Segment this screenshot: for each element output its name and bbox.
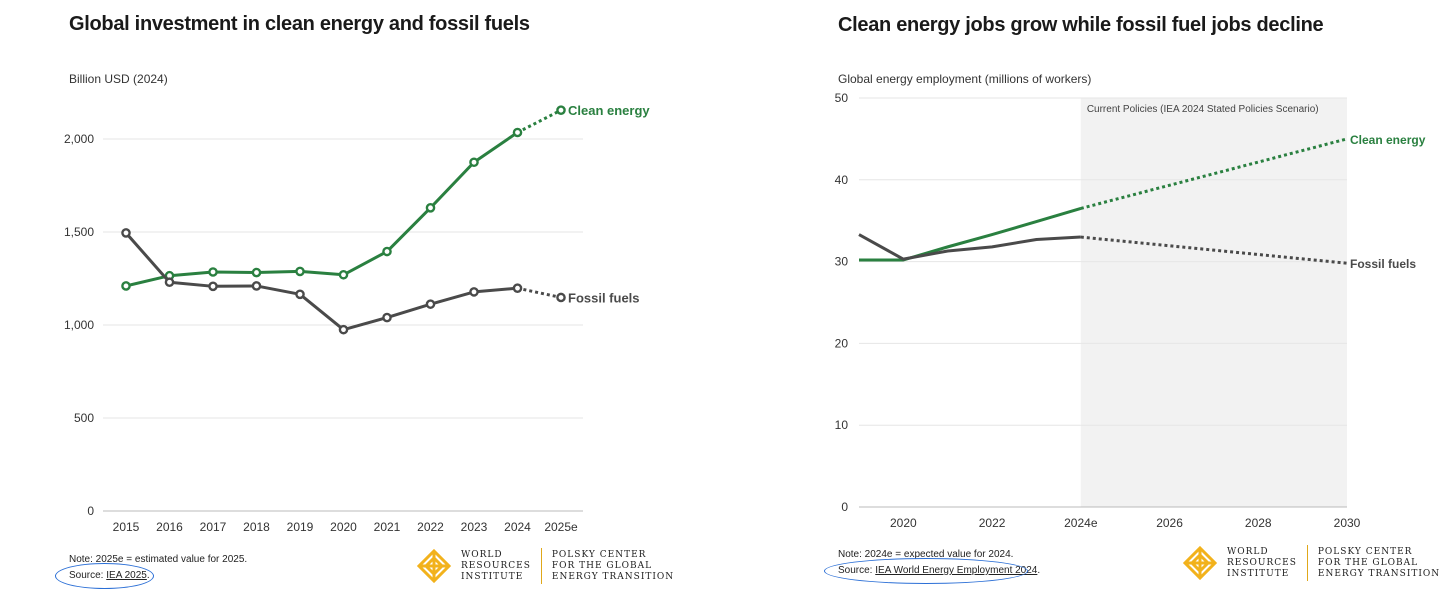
y-tick-label: 0 bbox=[87, 504, 94, 518]
fossil-fuels-point bbox=[556, 292, 566, 303]
projection-shaded-region bbox=[1080, 98, 1347, 507]
clean-energy-point bbox=[425, 203, 436, 213]
y-tick-label: 0 bbox=[841, 500, 848, 514]
chart-title: Global investment in clean energy and fo… bbox=[69, 13, 530, 35]
x-tick-label: 2020 bbox=[890, 516, 917, 530]
shaded-region-label: Current Policies (IEA 2024 Stated Polici… bbox=[1087, 104, 1319, 115]
y-tick-label: 2,000 bbox=[64, 132, 94, 146]
fossil-fuels-estimate-line bbox=[517, 286, 562, 299]
y-axis-unit-label: Billion USD (2024) bbox=[69, 72, 168, 86]
wri-wordmark: WORLD RESOURCES INSTITUTE bbox=[1227, 546, 1297, 579]
fossil-fuels-point bbox=[208, 281, 218, 292]
clean-energy-point bbox=[338, 269, 349, 280]
handdrawn-highlight-circle bbox=[55, 563, 154, 589]
logo-divider bbox=[540, 548, 542, 584]
chart-note: Note: 2025e = estimated value for 2025. bbox=[69, 554, 248, 565]
fossil-fuels-line bbox=[124, 231, 518, 332]
clean-energy-point bbox=[208, 267, 218, 277]
y-tick-label: 20 bbox=[835, 336, 849, 350]
x-tick-label: 2026 bbox=[1156, 516, 1183, 530]
x-tick-label: 2028 bbox=[1245, 516, 1272, 530]
fossil-fuels-projection-line bbox=[1080, 235, 1348, 265]
y-tick-label: 500 bbox=[74, 411, 94, 425]
fossil-fuels-series-label: Fossil fuels bbox=[1350, 257, 1416, 271]
x-tick-label: 2024 bbox=[504, 520, 531, 534]
chart-panel-investment: Global investment in clean energy and fo… bbox=[55, 13, 674, 589]
x-tick-label: 2021 bbox=[374, 520, 401, 534]
logo-divider bbox=[1306, 545, 1308, 581]
chart-panel-employment: Clean energy jobs grow while fossil fuel… bbox=[770, 0, 1456, 598]
y-axis-unit-label: Global energy employment (millions of wo… bbox=[838, 72, 1092, 86]
clean-energy-point bbox=[556, 105, 566, 115]
clean-energy-point bbox=[295, 266, 305, 277]
clean-energy-point bbox=[121, 281, 131, 291]
employment-line-chart: Current Policies (IEA 2024 Stated Polici… bbox=[835, 91, 1426, 530]
fossil-fuels-point bbox=[121, 228, 131, 238]
x-tick-label: 2025e bbox=[544, 520, 578, 534]
x-tick-label: 2023 bbox=[461, 520, 488, 534]
x-tick-label: 2022 bbox=[417, 520, 444, 534]
x-tick-label: 2022 bbox=[979, 516, 1006, 530]
chart-note: Note: 2024e = expected value for 2024. bbox=[838, 549, 1014, 560]
y-tick-label: 1,000 bbox=[64, 318, 94, 332]
logo-group: WORLD RESOURCES INSTITUTE POLSKY CENTER FOR… bbox=[417, 548, 674, 584]
logo-group: WORLD RESOURCES INSTITUTE POLSKY CENTER FOR… bbox=[1183, 545, 1440, 581]
polsky-wordmark: POLSKY CENTER FOR THE GLOBAL ENERGY TRANSI… bbox=[551, 549, 675, 582]
fossil-fuels-point bbox=[512, 283, 523, 293]
fossil-fuels-point bbox=[338, 324, 349, 335]
chart-title: Clean energy jobs grow while fossil fuel… bbox=[838, 14, 1324, 36]
x-tick-label: 2020 bbox=[330, 520, 357, 534]
clean-energy-series-label: Clean energy bbox=[568, 103, 650, 118]
clean-energy-point bbox=[469, 157, 479, 168]
x-tick-label: 2017 bbox=[200, 520, 227, 534]
clean-energy-point bbox=[251, 267, 262, 278]
y-tick-label: 50 bbox=[835, 91, 849, 105]
clean-energy-point bbox=[512, 127, 523, 138]
x-tick-label: 2030 bbox=[1334, 516, 1361, 530]
wri-logo-mark-icon bbox=[1183, 546, 1217, 580]
y-tick-label: 30 bbox=[835, 255, 849, 269]
clean-energy-projection-line bbox=[1080, 137, 1348, 210]
investment-line-chart: 0 500 1,000 1,500 2,000 2015 2016 2017 2018 2019 2… bbox=[64, 103, 650, 534]
wri-wordmark: WORLD RESOURCES INSTITUTE bbox=[461, 549, 531, 582]
clean-energy-line bbox=[125, 131, 519, 288]
x-tick-label: 2018 bbox=[243, 520, 270, 534]
x-tick-label: 2019 bbox=[287, 520, 314, 534]
y-tick-label: 1,500 bbox=[64, 225, 94, 239]
clean-energy-estimate-line bbox=[516, 108, 562, 134]
polsky-wordmark: POLSKY CENTER FOR THE GLOBAL ENERGY TRANSI… bbox=[1317, 546, 1441, 579]
fossil-fuels-point bbox=[425, 299, 436, 309]
fossil-fuels-series-label: Fossil fuels bbox=[568, 290, 640, 305]
x-tick-label: 2015 bbox=[113, 520, 140, 534]
x-tick-label: 2016 bbox=[156, 520, 183, 534]
fossil-fuels-point bbox=[382, 312, 392, 323]
clean-energy-series-label: Clean energy bbox=[1350, 133, 1426, 147]
clean-energy-line bbox=[859, 206, 1082, 262]
x-tick-label: 2024e bbox=[1064, 516, 1098, 530]
source-suffix: . bbox=[1037, 565, 1041, 576]
wri-logo-mark-icon bbox=[417, 549, 451, 583]
fossil-fuels-line bbox=[858, 233, 1081, 261]
fossil-fuels-point bbox=[164, 277, 175, 288]
handdrawn-highlight-circle bbox=[824, 558, 1028, 584]
fossil-fuels-point bbox=[295, 289, 305, 300]
y-tick-label: 40 bbox=[835, 173, 849, 187]
clean-energy-point bbox=[382, 246, 392, 257]
fossil-fuels-point bbox=[251, 281, 262, 291]
fossil-fuels-point bbox=[469, 287, 479, 297]
y-tick-label: 10 bbox=[835, 418, 849, 432]
